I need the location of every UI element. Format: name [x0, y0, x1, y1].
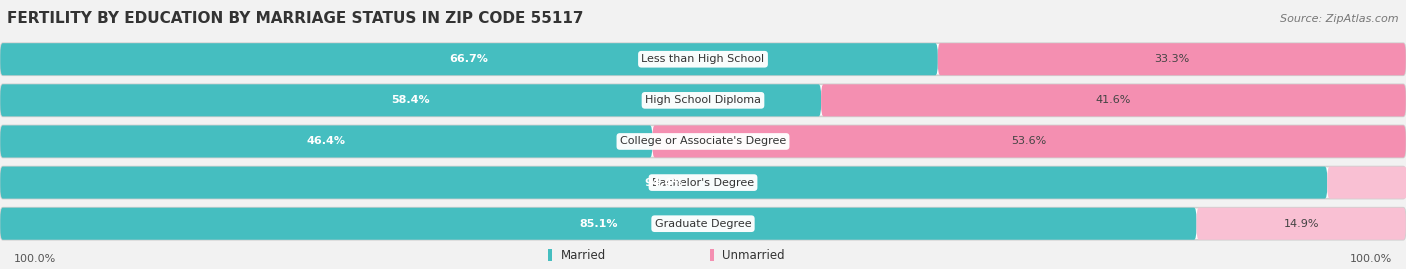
FancyBboxPatch shape: [0, 125, 1406, 157]
Text: 94.4%: 94.4%: [644, 178, 683, 187]
FancyBboxPatch shape: [0, 208, 1197, 240]
Text: 58.4%: 58.4%: [391, 95, 430, 105]
FancyBboxPatch shape: [938, 43, 1406, 75]
Text: Unmarried: Unmarried: [723, 249, 785, 261]
Text: 66.7%: 66.7%: [450, 54, 488, 64]
Text: 100.0%: 100.0%: [1350, 254, 1392, 264]
Text: 46.4%: 46.4%: [307, 136, 346, 146]
FancyBboxPatch shape: [0, 167, 1406, 199]
Text: Source: ZipAtlas.com: Source: ZipAtlas.com: [1281, 14, 1399, 24]
FancyBboxPatch shape: [548, 249, 553, 261]
FancyBboxPatch shape: [0, 43, 938, 75]
FancyBboxPatch shape: [710, 249, 714, 261]
Text: Graduate Degree: Graduate Degree: [655, 219, 751, 229]
FancyBboxPatch shape: [0, 84, 821, 116]
FancyBboxPatch shape: [1197, 208, 1406, 240]
FancyBboxPatch shape: [0, 167, 1327, 199]
Text: 41.6%: 41.6%: [1095, 95, 1132, 105]
Text: 53.6%: 53.6%: [1011, 136, 1047, 146]
Text: 85.1%: 85.1%: [579, 219, 617, 229]
Text: Bachelor's Degree: Bachelor's Degree: [652, 178, 754, 187]
Text: High School Diploma: High School Diploma: [645, 95, 761, 105]
Text: FERTILITY BY EDUCATION BY MARRIAGE STATUS IN ZIP CODE 55117: FERTILITY BY EDUCATION BY MARRIAGE STATU…: [7, 11, 583, 26]
FancyBboxPatch shape: [0, 84, 1406, 116]
FancyBboxPatch shape: [0, 208, 1406, 240]
FancyBboxPatch shape: [0, 43, 1406, 75]
Text: 33.3%: 33.3%: [1154, 54, 1189, 64]
Text: 14.9%: 14.9%: [1284, 219, 1319, 229]
FancyBboxPatch shape: [821, 84, 1406, 116]
Text: Married: Married: [561, 249, 606, 261]
Text: College or Associate's Degree: College or Associate's Degree: [620, 136, 786, 146]
Text: Less than High School: Less than High School: [641, 54, 765, 64]
FancyBboxPatch shape: [0, 125, 652, 157]
Text: 100.0%: 100.0%: [14, 254, 56, 264]
FancyBboxPatch shape: [652, 125, 1406, 157]
FancyBboxPatch shape: [1327, 167, 1406, 199]
